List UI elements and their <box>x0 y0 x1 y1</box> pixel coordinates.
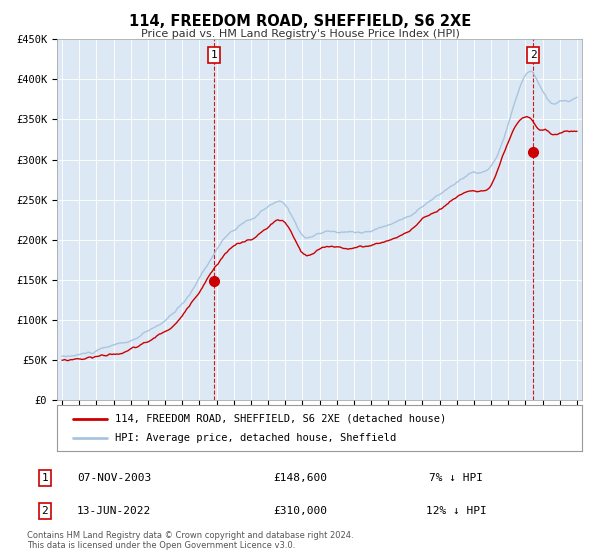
Text: 13-JUN-2022: 13-JUN-2022 <box>77 506 151 516</box>
Text: Price paid vs. HM Land Registry's House Price Index (HPI): Price paid vs. HM Land Registry's House … <box>140 29 460 39</box>
Text: 2: 2 <box>530 50 536 60</box>
Text: 7% ↓ HPI: 7% ↓ HPI <box>429 473 483 483</box>
Text: 114, FREEDOM ROAD, SHEFFIELD, S6 2XE: 114, FREEDOM ROAD, SHEFFIELD, S6 2XE <box>129 14 471 29</box>
Text: 1: 1 <box>211 50 217 60</box>
Text: 12% ↓ HPI: 12% ↓ HPI <box>425 506 487 516</box>
Text: Contains HM Land Registry data © Crown copyright and database right 2024.
This d: Contains HM Land Registry data © Crown c… <box>27 530 353 550</box>
Text: £148,600: £148,600 <box>273 473 327 483</box>
Text: 1: 1 <box>41 473 49 483</box>
Text: 07-NOV-2003: 07-NOV-2003 <box>77 473 151 483</box>
Text: HPI: Average price, detached house, Sheffield: HPI: Average price, detached house, Shef… <box>115 433 396 443</box>
Text: 2: 2 <box>41 506 49 516</box>
Text: 114, FREEDOM ROAD, SHEFFIELD, S6 2XE (detached house): 114, FREEDOM ROAD, SHEFFIELD, S6 2XE (de… <box>115 414 446 424</box>
Text: £310,000: £310,000 <box>273 506 327 516</box>
